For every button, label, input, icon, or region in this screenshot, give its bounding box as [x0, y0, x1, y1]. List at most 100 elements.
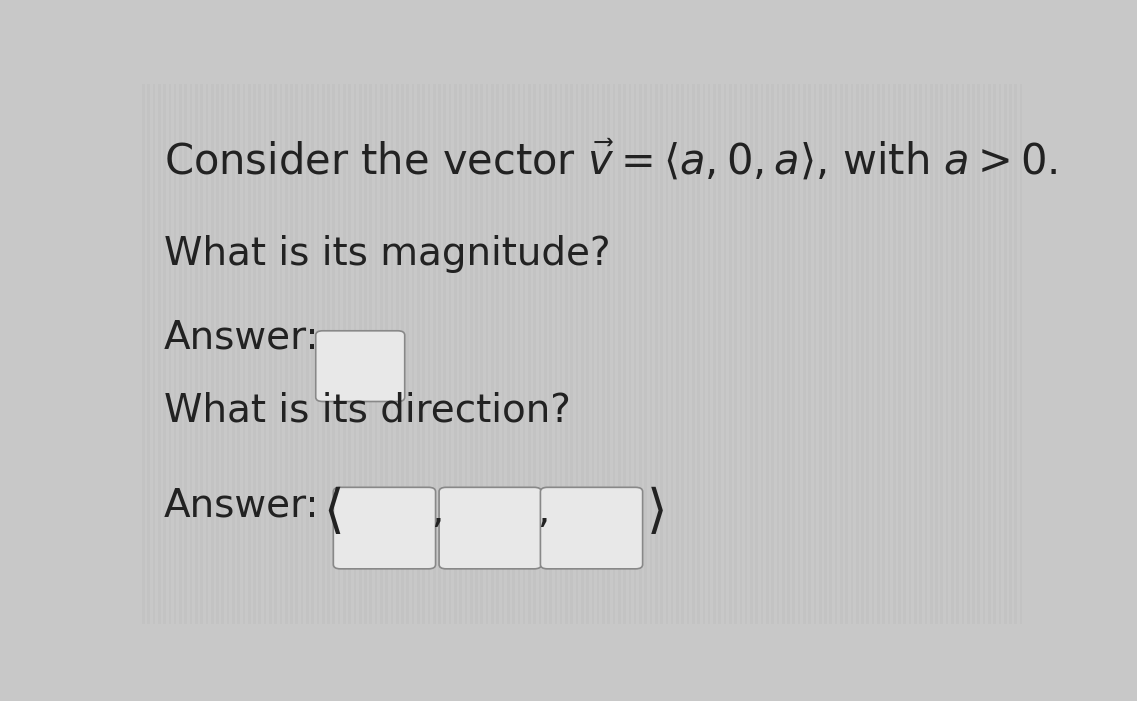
Bar: [164, 84, 166, 624]
Bar: [396, 84, 399, 624]
Bar: [623, 84, 625, 624]
Bar: [1010, 84, 1012, 624]
Bar: [242, 84, 246, 624]
Bar: [539, 84, 541, 624]
Bar: [587, 84, 589, 624]
Bar: [687, 84, 689, 624]
Bar: [158, 84, 160, 624]
FancyBboxPatch shape: [316, 331, 405, 402]
Bar: [681, 84, 684, 624]
Bar: [274, 84, 277, 624]
Bar: [692, 84, 695, 624]
Bar: [877, 84, 880, 624]
Bar: [904, 84, 906, 624]
Bar: [343, 84, 346, 624]
Bar: [729, 84, 731, 624]
Bar: [449, 84, 451, 624]
Bar: [216, 84, 218, 624]
Text: $\rangle$: $\rangle$: [646, 486, 664, 538]
Bar: [866, 84, 869, 624]
Bar: [517, 84, 520, 624]
Bar: [719, 84, 721, 624]
Bar: [814, 84, 816, 624]
Bar: [370, 84, 372, 624]
Bar: [575, 84, 579, 624]
Bar: [645, 84, 647, 624]
Bar: [501, 84, 505, 624]
Bar: [248, 84, 250, 624]
Bar: [507, 84, 509, 624]
Bar: [210, 84, 214, 624]
Text: Answer:: Answer:: [164, 319, 319, 357]
Bar: [633, 84, 637, 624]
Bar: [322, 84, 324, 624]
Bar: [835, 84, 837, 624]
Bar: [280, 84, 282, 624]
Bar: [174, 84, 176, 624]
Text: $\langle$: $\langle$: [323, 486, 341, 538]
Bar: [936, 84, 938, 624]
Bar: [697, 84, 700, 624]
Bar: [512, 84, 515, 624]
Bar: [755, 84, 758, 624]
Bar: [206, 84, 208, 624]
Text: What is its magnitude?: What is its magnitude?: [164, 236, 611, 273]
Bar: [300, 84, 304, 624]
Bar: [655, 84, 657, 624]
Bar: [555, 84, 557, 624]
Bar: [629, 84, 631, 624]
Bar: [226, 84, 230, 624]
Bar: [1020, 84, 1022, 624]
Bar: [613, 84, 615, 624]
Bar: [966, 84, 970, 624]
Bar: [639, 84, 641, 624]
Bar: [354, 84, 356, 624]
Bar: [940, 84, 943, 624]
Bar: [619, 84, 621, 624]
Bar: [285, 84, 288, 624]
Bar: [591, 84, 595, 624]
Bar: [998, 84, 1002, 624]
Bar: [665, 84, 669, 624]
Bar: [766, 84, 769, 624]
Bar: [703, 84, 705, 624]
Bar: [459, 84, 462, 624]
FancyBboxPatch shape: [333, 487, 435, 569]
Bar: [771, 84, 774, 624]
Bar: [861, 84, 864, 624]
Bar: [491, 84, 493, 624]
Text: ,: ,: [537, 491, 549, 530]
Bar: [787, 84, 790, 624]
Bar: [290, 84, 293, 624]
Bar: [792, 84, 795, 624]
Bar: [481, 84, 483, 624]
Bar: [956, 84, 958, 624]
Bar: [978, 84, 980, 624]
Bar: [385, 84, 388, 624]
Bar: [180, 84, 182, 624]
Bar: [972, 84, 974, 624]
Bar: [359, 84, 362, 624]
Bar: [982, 84, 986, 624]
Bar: [782, 84, 785, 624]
Bar: [316, 84, 319, 624]
Bar: [914, 84, 916, 624]
Bar: [497, 84, 499, 624]
Bar: [1004, 84, 1006, 624]
Bar: [152, 84, 156, 624]
Bar: [735, 84, 737, 624]
Bar: [417, 84, 420, 624]
Bar: [222, 84, 224, 624]
Bar: [327, 84, 330, 624]
Bar: [533, 84, 536, 624]
Bar: [920, 84, 922, 624]
Bar: [893, 84, 896, 624]
Bar: [433, 84, 435, 624]
Bar: [708, 84, 711, 624]
Bar: [142, 84, 144, 624]
Bar: [348, 84, 351, 624]
Bar: [739, 84, 742, 624]
Bar: [306, 84, 308, 624]
Bar: [840, 84, 843, 624]
Bar: [254, 84, 256, 624]
